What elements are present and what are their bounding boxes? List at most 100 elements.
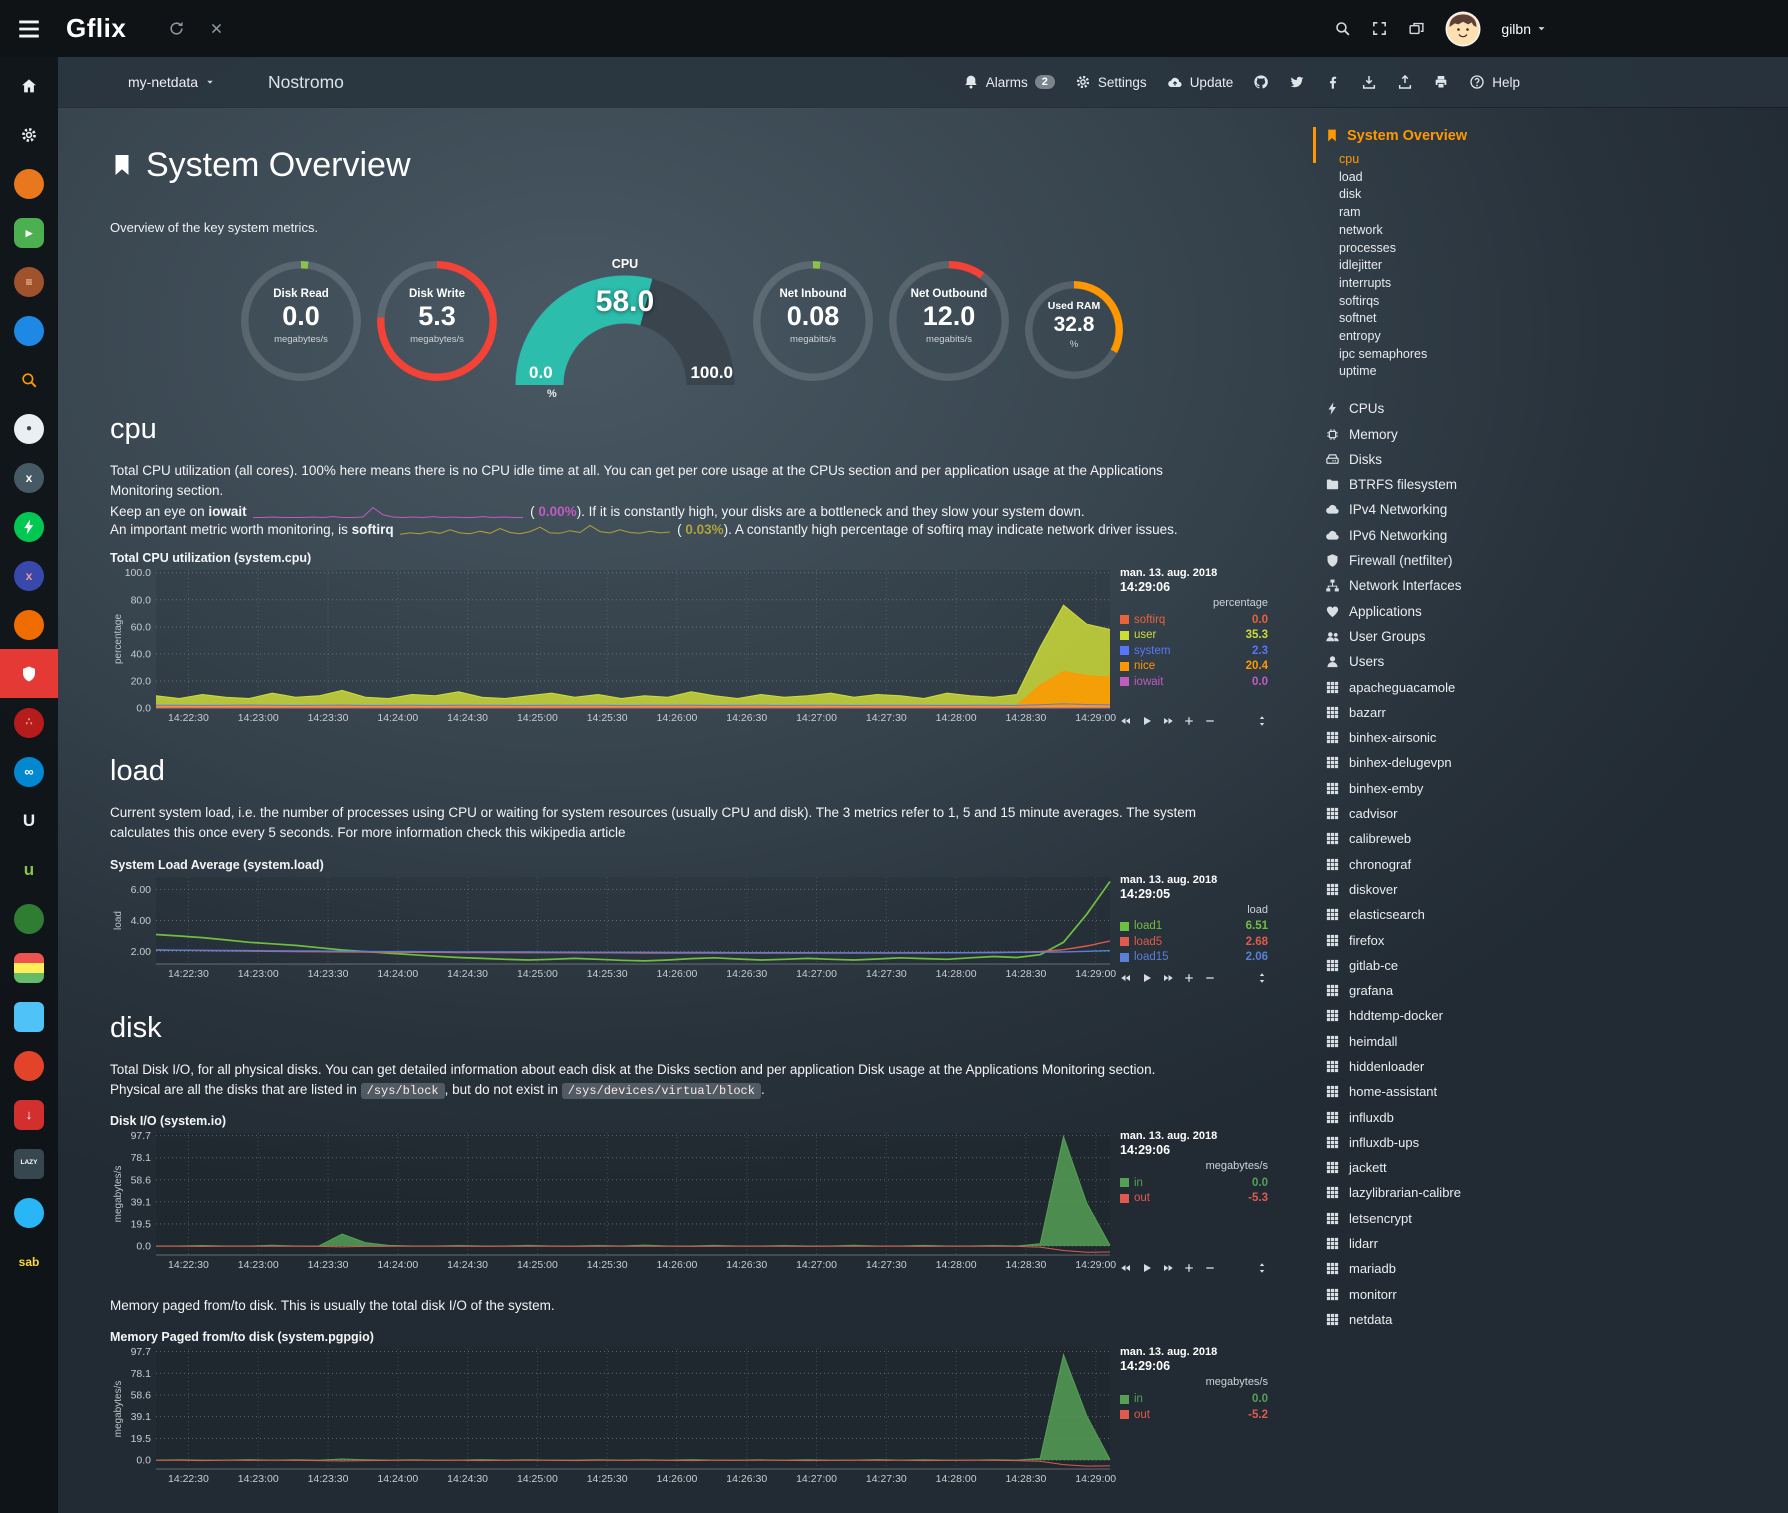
menu-app-item[interactable]: binhex-airsonic [1325,725,1575,750]
gauge-used-ram[interactable]: Used RAM 32.8 % [1025,280,1123,379]
menu-subitem[interactable]: network [1339,222,1383,237]
user-avatar[interactable] [1445,11,1481,47]
export-button[interactable] [1397,74,1413,90]
netdata-active[interactable] [0,649,58,698]
menu-app-item[interactable]: lidarr [1325,1231,1575,1256]
menu-subitem[interactable]: processes [1339,240,1396,255]
zoom-out-icon[interactable] [1204,715,1216,727]
app-green-bolt[interactable] [0,502,58,551]
home-shortcut[interactable] [0,61,58,110]
menu-category[interactable]: BTRFS filesystem [1325,472,1575,497]
legend-entry[interactable]: out -5.2 [1120,1407,1268,1423]
legend-entry[interactable]: in 0.0 [1120,1391,1268,1407]
settings-shortcut[interactable] [0,110,58,159]
menu-app-item[interactable]: netdata [1325,1307,1575,1332]
menu-app-item[interactable]: home-assistant [1325,1079,1575,1104]
menu-app-item[interactable]: grafana [1325,978,1575,1003]
gauge-disk-read[interactable]: Disk Read 0.0 megabytes/s [241,260,361,381]
zoom-in-icon[interactable] [1183,972,1195,984]
update-button[interactable]: Update [1167,74,1233,90]
menu-subitem[interactable]: ipc semaphores [1339,346,1428,361]
menu-app-item[interactable]: gitlab-ce [1325,953,1575,978]
fullscreen-icon[interactable] [1371,20,1388,37]
pan-backward-icon[interactable] [1120,972,1132,984]
menu-subitem[interactable]: uptime [1339,364,1377,379]
legend-entry[interactable]: softirq 0.0 [1120,612,1268,628]
menu-app-item[interactable]: jackett [1325,1155,1575,1180]
softirq-sparkline[interactable] [400,524,671,537]
gauge-net-outbound[interactable]: Net Outbound 12.0 megabits/s [889,260,1009,381]
menu-system-overview[interactable]: System Overview [1325,127,1575,144]
zoom-in-icon[interactable] [1183,1262,1195,1274]
pan-forward-icon[interactable] [1162,972,1174,984]
app-sab[interactable]: sab [0,1237,58,1286]
menu-app-item[interactable]: calibreweb [1325,826,1575,851]
app-white-circle[interactable]: ● [0,404,58,453]
pan-forward-icon[interactable] [1162,715,1174,727]
legend-entry[interactable]: user 35.3 [1120,628,1268,644]
help-button[interactable]: Help [1469,74,1520,90]
app-infinity[interactable]: ∞ [0,747,58,796]
resize-handle-icon[interactable] [1256,972,1268,984]
pan-backward-icon[interactable] [1120,1262,1132,1274]
menu-app-item[interactable]: firefox [1325,927,1575,952]
legend-entry[interactable]: in 0.0 [1120,1175,1268,1191]
menu-subitem[interactable]: load [1339,169,1363,184]
menu-category[interactable]: IPv4 Networking [1325,497,1575,522]
menu-app-item[interactable]: bazarr [1325,700,1575,725]
app-green-play[interactable]: ▸ [0,208,58,257]
tabs-icon[interactable] [1408,20,1425,37]
refresh-icon[interactable] [168,20,185,37]
menu-subitem[interactable]: softirqs [1339,293,1380,308]
play-icon[interactable] [1141,1262,1153,1274]
menu-icon[interactable] [16,16,42,42]
app-gitlab[interactable] [0,1041,58,1090]
menu-category[interactable]: Network Interfaces [1325,573,1575,598]
menu-app-item[interactable]: cadvisor [1325,801,1575,826]
gauge-disk-write[interactable]: Disk Write 5.3 megabytes/s [377,260,497,381]
app-red-dots[interactable]: ∴ [0,698,58,747]
menu-category[interactable]: IPv6 Networking [1325,523,1575,548]
menu-app-item[interactable]: apacheguacamole [1325,674,1575,699]
menu-category[interactable]: Disks [1325,447,1575,472]
app-blue-tile[interactable] [0,992,58,1041]
legend-entry[interactable]: iowait 0.0 [1120,674,1268,690]
close-icon[interactable] [209,21,224,36]
app-u-white[interactable]: U [0,796,58,845]
zoom-out-icon[interactable] [1204,1262,1216,1274]
menu-app-item[interactable]: lazylibrarian-calibre [1325,1180,1575,1205]
menu-app-item[interactable]: mariadb [1325,1256,1575,1281]
menu-app-item[interactable]: letsencrypt [1325,1206,1575,1231]
facebook-link[interactable] [1325,74,1341,90]
menu-subitem[interactable]: entropy [1339,329,1381,344]
alarms-button[interactable]: Alarms 2 [963,74,1055,90]
search-icon[interactable] [1334,20,1351,37]
menu-category[interactable]: CPUs [1325,396,1575,421]
app-orange-circle[interactable] [0,159,58,208]
menu-subitem[interactable]: idlejitter [1339,258,1383,273]
app-orange-circle-2[interactable] [0,600,58,649]
legend-entry[interactable]: out -5.3 [1120,1191,1268,1207]
play-icon[interactable] [1141,715,1153,727]
menu-app-item[interactable]: heimdall [1325,1029,1575,1054]
menu-subitem[interactable]: ram [1339,205,1361,220]
legend-entry[interactable]: load1 6.51 [1120,919,1268,935]
resize-handle-icon[interactable] [1256,1262,1268,1274]
app-stripes[interactable] [0,943,58,992]
menu-subitem[interactable]: cpu [1339,152,1360,166]
menu-category[interactable]: User Groups [1325,624,1575,649]
menu-subitem[interactable]: disk [1339,187,1362,202]
menu-app-item[interactable]: influxdb-ups [1325,1130,1575,1155]
pan-backward-icon[interactable] [1120,715,1132,727]
zoom-out-icon[interactable] [1204,972,1216,984]
menu-subitem[interactable]: interrupts [1339,275,1392,290]
app-search[interactable] [0,355,58,404]
user-menu[interactable]: gilbn [1501,21,1548,37]
cpu-chart-plot[interactable]: 100.0 80.0 60.0 40.0 20.0 0.0 14:22:30 14:23:00… [110,567,1116,727]
app-u-green[interactable]: u [0,845,58,894]
print-button[interactable] [1433,74,1449,90]
pan-forward-icon[interactable] [1162,1262,1174,1274]
legend-entry[interactable]: load5 2.68 [1120,934,1268,950]
menu-app-item[interactable]: influxdb [1325,1104,1575,1129]
app-blue-circle[interactable] [0,306,58,355]
